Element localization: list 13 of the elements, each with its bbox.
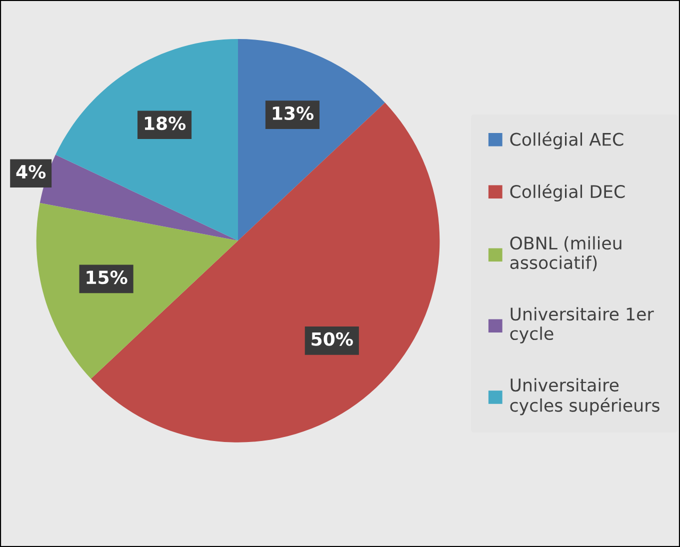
pie-slice: [238, 38, 386, 241]
legend-label: Universitaire cycles supérieurs: [510, 378, 660, 416]
legend-label: Collégial AEC: [510, 132, 624, 150]
pie-slice: [36, 202, 238, 379]
legend-label: Universitaire 1er cycle: [510, 307, 654, 344]
data-label: 18%: [144, 116, 186, 130]
data-label: 50%: [312, 332, 353, 346]
data-label: 13%: [272, 106, 314, 120]
legend-label: OBNL (milieu associatif): [510, 236, 622, 272]
pie-slice: [56, 38, 238, 241]
data-label: 4%: [16, 164, 46, 179]
legend-label: Collégial DEC: [510, 184, 625, 202]
data-label: 15%: [86, 270, 128, 284]
